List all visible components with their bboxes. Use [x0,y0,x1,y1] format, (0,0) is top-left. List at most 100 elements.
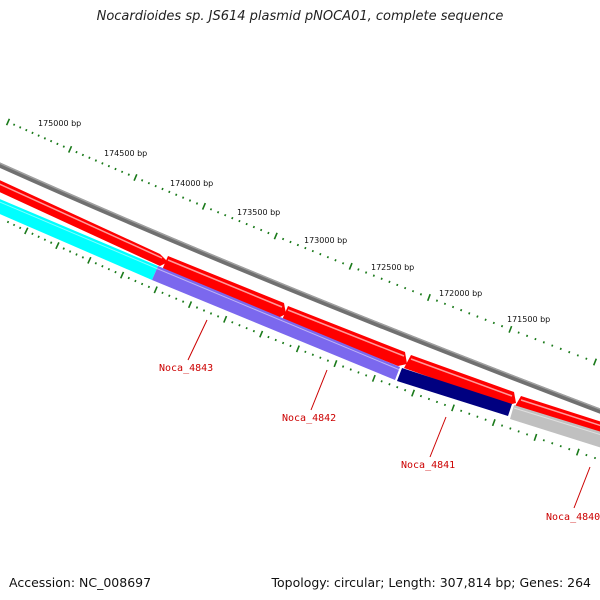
accession-text: Accession: NC_008697 [9,575,152,590]
forward-gene-4[interactable] [404,355,516,405]
leader-noca-4843 [187,319,208,361]
minor-tick [468,412,471,415]
minor-tick [593,456,597,460]
forward-gene-3[interactable] [282,306,407,366]
minor-tick [509,427,512,430]
minor-tick [6,220,10,224]
major-tick [491,419,496,427]
outer-tick-ring [5,118,598,366]
minor-tick [372,274,375,277]
minor-tick [25,128,28,132]
minor-tick [141,179,144,182]
minor-tick [576,354,579,357]
minor-tick [107,267,111,271]
minor-tick [195,202,199,205]
minor-tick [349,368,352,371]
minor-tick [81,256,85,259]
major-tick [348,262,353,270]
minor-tick [357,268,360,271]
major-tick [592,358,598,366]
minor-tick [114,270,117,274]
major-tick [575,448,580,456]
minor-tick [31,131,34,135]
forward-gene-2[interactable] [162,256,286,318]
minor-tick [43,238,47,241]
minor-tick [231,321,234,324]
minor-tick [202,309,206,312]
tick-label: 174000 bp [170,179,213,188]
minor-tick [468,312,471,315]
minor-tick [585,453,588,457]
major-tick [153,286,158,294]
minor-tick [224,213,227,217]
major-tick [371,374,376,382]
minor-tick [43,137,47,140]
minor-tick [209,208,213,211]
minor-tick [476,315,479,318]
minor-tick [181,196,185,199]
minor-tick [94,159,98,162]
gene-label-noca-4841[interactable]: Noca_4841 [401,460,455,471]
minor-tick [380,277,383,280]
minor-tick [281,237,285,241]
minor-tick [252,225,256,229]
minor-tick [18,226,22,230]
minor-tick [435,400,439,404]
minor-tick [551,442,554,445]
reverse-gene-slate-1[interactable] [152,266,400,380]
minor-tick [75,253,78,256]
minor-tick [101,162,104,165]
minor-tick [319,356,322,359]
tick-label: 173500 bp [237,208,280,217]
map-title: Nocardioides sp. JS614 plasmid pNOCA01, … [96,9,504,24]
minor-tick [81,153,85,157]
tick-labels: 175000 bp 174500 bp 174000 bp 173500 bp … [38,119,550,324]
minor-tick [419,394,423,398]
major-tick [55,242,60,250]
reverse-gene-cyan[interactable] [0,197,158,280]
minor-tick [216,315,220,318]
minor-tick [304,350,307,353]
tick-label: 171500 bp [507,315,550,324]
minor-tick [62,145,65,148]
minor-tick [274,338,277,342]
minor-tick [542,341,545,344]
major-tick [133,173,138,182]
minor-tick [289,240,292,244]
minor-tick [168,294,171,298]
reverse-gene-navy[interactable] [397,368,512,416]
major-tick [187,301,193,309]
minor-tick [49,241,53,244]
minor-tick [188,199,192,202]
gene-label-noca-4842[interactable]: Noca_4842 [282,413,336,424]
minor-tick [443,302,447,305]
sequence-summary: Topology: circular; Length: 307,814 bp; … [271,575,592,590]
major-tick [24,227,29,235]
minor-tick [12,123,16,126]
reverse-gene-gray[interactable] [510,405,600,449]
minor-tick [568,447,571,451]
inner-tick-ring [6,220,597,460]
major-tick [508,325,513,333]
minor-tick [49,139,53,143]
minor-tick [517,331,520,334]
minor-tick [107,164,111,168]
minor-tick [427,397,431,401]
minor-tick [404,286,407,290]
minor-tick [68,250,72,253]
minor-tick [127,276,130,280]
minor-tick [296,243,300,247]
minor-tick [419,293,423,296]
minor-tick [404,388,407,392]
minor-tick [238,219,241,223]
gene-label-noca-4843[interactable]: Noca_4843 [159,363,213,374]
minor-tick [435,299,439,302]
minor-tick [88,156,91,160]
major-tick [223,315,228,323]
minor-tick [396,283,399,287]
minor-tick [175,297,178,300]
gene-label-noca-4840[interactable]: Noca_4840 [546,512,600,523]
minor-tick [252,329,256,333]
minor-tick [120,170,124,174]
major-tick [451,404,455,412]
